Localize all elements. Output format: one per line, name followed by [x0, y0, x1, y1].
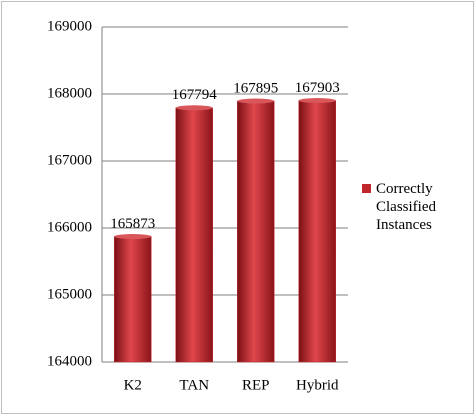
bar-cap — [298, 97, 336, 103]
legend-label: Correctly Classified Instances — [376, 181, 436, 233]
x-tick-label: K2 — [124, 377, 142, 393]
y-tick-label: 165000 — [47, 286, 92, 302]
x-tick-label: REP — [242, 377, 270, 393]
legend-swatch — [362, 184, 371, 193]
data-label: 167794 — [172, 87, 218, 103]
y-tick-label: 169000 — [47, 18, 92, 34]
y-tick-label: 168000 — [47, 85, 92, 101]
data-label: 167903 — [295, 80, 340, 96]
data-label: 167895 — [233, 80, 278, 96]
bar — [114, 236, 152, 363]
y-tick-label: 164000 — [47, 353, 92, 369]
x-tick-label: TAN — [179, 377, 209, 393]
legend: Correctly Classified Instances — [362, 180, 452, 234]
y-tick-label: 167000 — [47, 152, 92, 168]
bar — [298, 100, 336, 363]
y-tick-label: 166000 — [47, 219, 92, 235]
bar — [237, 100, 275, 363]
bar-cap — [237, 98, 275, 104]
data-label: 165873 — [110, 216, 155, 232]
bar-cap — [114, 234, 152, 240]
bar — [175, 107, 213, 363]
bar-cap — [175, 105, 213, 111]
x-tick-label: Hybrid — [296, 377, 339, 393]
